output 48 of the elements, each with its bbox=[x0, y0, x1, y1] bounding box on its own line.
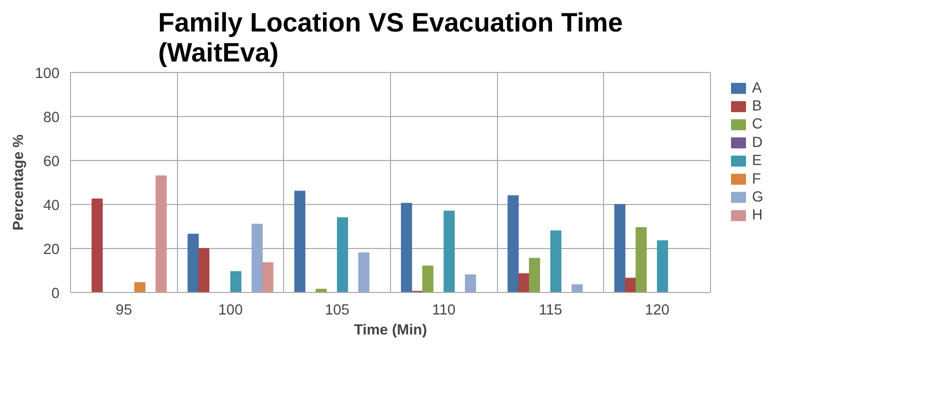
y-tick-label: 20 bbox=[43, 242, 60, 258]
bar bbox=[636, 227, 647, 292]
bar bbox=[444, 210, 455, 292]
legend-label: C bbox=[752, 116, 763, 133]
y-tick-label: 0 bbox=[51, 286, 60, 302]
y-axis-title: Percentage % bbox=[11, 134, 28, 231]
bar bbox=[518, 273, 530, 292]
bar bbox=[614, 204, 626, 292]
bar bbox=[92, 198, 103, 292]
bar bbox=[422, 266, 434, 292]
bar bbox=[508, 195, 519, 292]
bar bbox=[316, 288, 327, 292]
bar bbox=[572, 284, 583, 292]
bar bbox=[262, 262, 274, 292]
x-tick-label: 95 bbox=[116, 302, 132, 318]
bar bbox=[336, 217, 348, 292]
bar bbox=[400, 202, 412, 292]
x-tick-label: 120 bbox=[644, 302, 670, 318]
x-tick-label: 110 bbox=[432, 302, 456, 318]
bar bbox=[230, 271, 242, 292]
bar bbox=[188, 234, 199, 292]
y-tick-label: 40 bbox=[43, 198, 60, 214]
bar bbox=[252, 224, 263, 292]
bar bbox=[294, 190, 306, 292]
bar bbox=[358, 252, 370, 292]
y-tick-label: 100 bbox=[35, 66, 60, 82]
x-tick-label: 115 bbox=[538, 302, 562, 318]
legend-label: H bbox=[752, 208, 763, 224]
x-tick-label: 100 bbox=[218, 302, 243, 318]
bar bbox=[464, 274, 476, 292]
bar bbox=[156, 175, 167, 292]
x-axis-title: Time (Min) bbox=[354, 322, 428, 338]
bar bbox=[528, 258, 540, 292]
bar bbox=[198, 248, 210, 292]
y-tick-label: 60 bbox=[43, 154, 60, 170]
y-tick-label: 80 bbox=[43, 110, 60, 126]
bar bbox=[624, 278, 636, 292]
bar bbox=[134, 282, 146, 292]
x-tick-label: 105 bbox=[324, 302, 350, 318]
legend-label: E bbox=[752, 153, 762, 170]
legend-label: B bbox=[752, 98, 762, 115]
legend-label: G bbox=[752, 189, 764, 206]
legend-label: F bbox=[752, 171, 761, 188]
bar bbox=[550, 230, 562, 292]
legend-label: A bbox=[752, 80, 762, 96]
legend-label: D bbox=[752, 134, 763, 151]
chart-title: Family Location VS Evacuation Time (WaitEva) bbox=[158, 8, 623, 68]
bar bbox=[656, 240, 668, 292]
